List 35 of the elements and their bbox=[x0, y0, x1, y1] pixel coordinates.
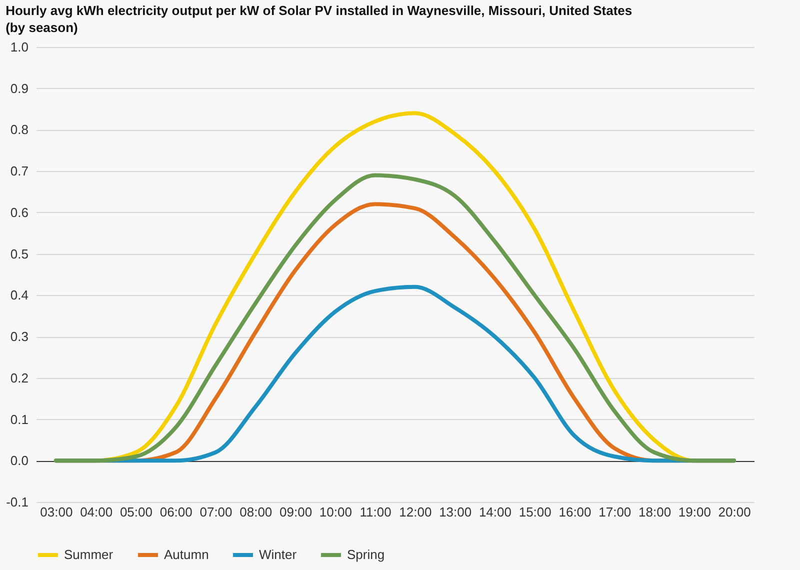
x-tick-label: 12:00 bbox=[399, 504, 432, 520]
x-tick-label: 08:00 bbox=[240, 504, 272, 520]
x-tick-label: 11:00 bbox=[360, 504, 392, 520]
y-tick-label: 0.1 bbox=[10, 412, 28, 427]
y-tick-label: 0.5 bbox=[10, 246, 28, 262]
x-tick-label: 19:00 bbox=[678, 504, 711, 520]
x-tick-label: 20:00 bbox=[718, 504, 751, 520]
x-tick-label: 18:00 bbox=[638, 504, 672, 520]
y-tick-label: 0.4 bbox=[10, 288, 28, 303]
y-tick-label: 0.6 bbox=[10, 204, 28, 220]
x-tick-label: 07:00 bbox=[200, 504, 232, 520]
x-tick-label: 13:00 bbox=[439, 504, 472, 520]
x-tick-label: 17:00 bbox=[598, 504, 632, 520]
y-tick-label: 0.2 bbox=[10, 370, 28, 386]
x-tick-label: 06:00 bbox=[160, 504, 192, 520]
x-tick-label: 16:00 bbox=[558, 504, 592, 520]
y-tick-label: -0.1 bbox=[6, 494, 28, 510]
legend-label: Summer bbox=[64, 547, 114, 562]
y-tick-label: 0.9 bbox=[10, 80, 28, 96]
legend-label: Autumn bbox=[164, 547, 209, 562]
legend-label: Spring bbox=[347, 547, 385, 562]
legend-label: Winter bbox=[259, 547, 298, 562]
x-tick-label: 03:00 bbox=[40, 504, 73, 520]
x-tick-label: 15:00 bbox=[518, 504, 552, 520]
y-tick-label: 0.3 bbox=[10, 329, 28, 344]
x-tick-label: 04:00 bbox=[80, 504, 113, 520]
y-tick-label: 1.0 bbox=[10, 40, 28, 54]
x-tick-label: 09:00 bbox=[280, 504, 312, 520]
chart-title: Hourly avg kWh electricity output per kW of Solar PV installed in Waynesville, Missouri, United States (by season) bbox=[6, 3, 632, 35]
x-tick-label: 14:00 bbox=[478, 504, 512, 520]
y-tick-label: 0.8 bbox=[10, 122, 28, 138]
y-tick-label: 0.0 bbox=[10, 453, 28, 468]
x-tick-label: 05:00 bbox=[120, 504, 152, 520]
x-tick-label: 10:00 bbox=[319, 504, 352, 520]
y-tick-label: 0.7 bbox=[10, 164, 28, 179]
